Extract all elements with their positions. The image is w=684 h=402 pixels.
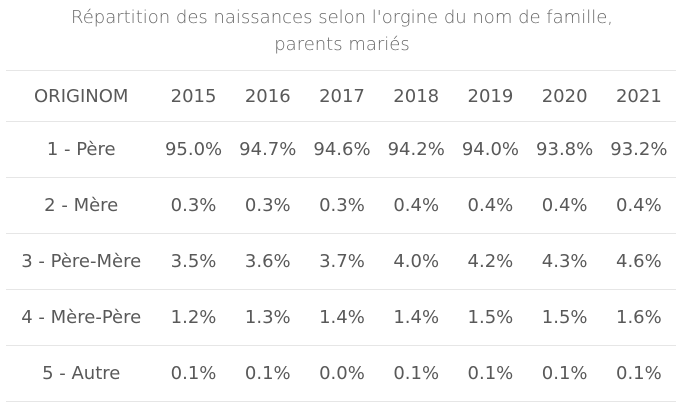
column-header-2020: 2020 <box>527 70 602 122</box>
table-row: 1 - Père 95.0% 94.7% 94.6% 94.2% 94.0% 93.8% 93… <box>6 121 676 178</box>
column-header-2019: 2019 <box>453 70 528 122</box>
table-cell: 1.4% <box>379 289 454 346</box>
table-cell: 0.1% <box>601 345 676 402</box>
table-cell: 0.1% <box>156 345 231 402</box>
table-cell: 3.5% <box>156 233 231 290</box>
column-header-originom: ORIGINOM <box>6 70 157 122</box>
table-cell: 93.2% <box>601 121 676 178</box>
column-header-2015: 2015 <box>156 70 231 122</box>
table-row: 3 - Père-Mère 3.5% 3.6% 3.7% 4.0% 4.2% 4.3% 4.6… <box>6 233 676 290</box>
table-cell: 0.3% <box>230 177 305 234</box>
table-cell: 4.3% <box>527 233 602 290</box>
column-header-2016: 2016 <box>230 70 305 122</box>
table-cell: 1.4% <box>304 289 380 346</box>
table-cell: 0.3% <box>304 177 380 234</box>
column-header-2018: 2018 <box>379 70 454 122</box>
chart-title-line-1: Répartition des naissances selon l'orgin… <box>71 7 613 28</box>
table-cell: 95.0% <box>156 121 231 178</box>
row-label: 3 - Père-Mère <box>6 233 157 290</box>
table-cell: 0.3% <box>156 177 231 234</box>
table-cell: 94.0% <box>453 121 528 178</box>
table-cell: 3.7% <box>304 233 380 290</box>
row-label: 2 - Mère <box>6 177 157 234</box>
table-cell: 1.5% <box>453 289 528 346</box>
chart-title-line-2: parents mariés <box>274 34 410 55</box>
row-label: 5 - Autre <box>6 345 157 402</box>
data-table: ORIGINOM 2015 2016 2017 2018 2019 2020 2021 1 -… <box>6 70 676 402</box>
table-cell: 0.1% <box>527 345 602 402</box>
table-cell: 93.8% <box>527 121 602 178</box>
table-row: 4 - Mère-Père 1.2% 1.3% 1.4% 1.4% 1.5% 1.5% 1.6… <box>6 289 676 346</box>
table-cell: 1.3% <box>230 289 305 346</box>
table-cell: 0.4% <box>453 177 528 234</box>
header-row: ORIGINOM 2015 2016 2017 2018 2019 2020 2021 <box>6 70 676 122</box>
table-cell: 1.6% <box>601 289 676 346</box>
table-cell: 94.6% <box>304 121 380 178</box>
table-cell: 4.6% <box>601 233 676 290</box>
table-cell: 1.2% <box>156 289 231 346</box>
row-label: 1 - Père <box>6 121 157 178</box>
table-cell: 0.1% <box>453 345 528 402</box>
table-cell: 3.6% <box>230 233 305 290</box>
row-label: 4 - Mère-Père <box>6 289 157 346</box>
table-cell: 94.7% <box>230 121 305 178</box>
table-cell: 0.4% <box>379 177 454 234</box>
column-header-2017: 2017 <box>304 70 380 122</box>
table-body: 1 - Père 95.0% 94.7% 94.6% 94.2% 94.0% 93.8% 93… <box>6 121 676 402</box>
table-row: 5 - Autre 0.1% 0.1% 0.0% 0.1% 0.1% 0.1% 0.1% <box>6 345 676 402</box>
table-cell: 0.1% <box>230 345 305 402</box>
table-cell: 0.4% <box>601 177 676 234</box>
table-cell: 0.0% <box>304 345 380 402</box>
table-cell: 0.4% <box>527 177 602 234</box>
table-cell: 94.2% <box>379 121 454 178</box>
chart-title: Répartition des naissances selon l'orgin… <box>0 4 684 58</box>
column-header-2021: 2021 <box>601 70 676 122</box>
table-cell: 4.0% <box>379 233 454 290</box>
table-cell: 1.5% <box>527 289 602 346</box>
table-cell: 4.2% <box>453 233 528 290</box>
table-row: 2 - Mère 0.3% 0.3% 0.3% 0.4% 0.4% 0.4% 0.4% <box>6 177 676 234</box>
table-cell: 0.1% <box>379 345 454 402</box>
